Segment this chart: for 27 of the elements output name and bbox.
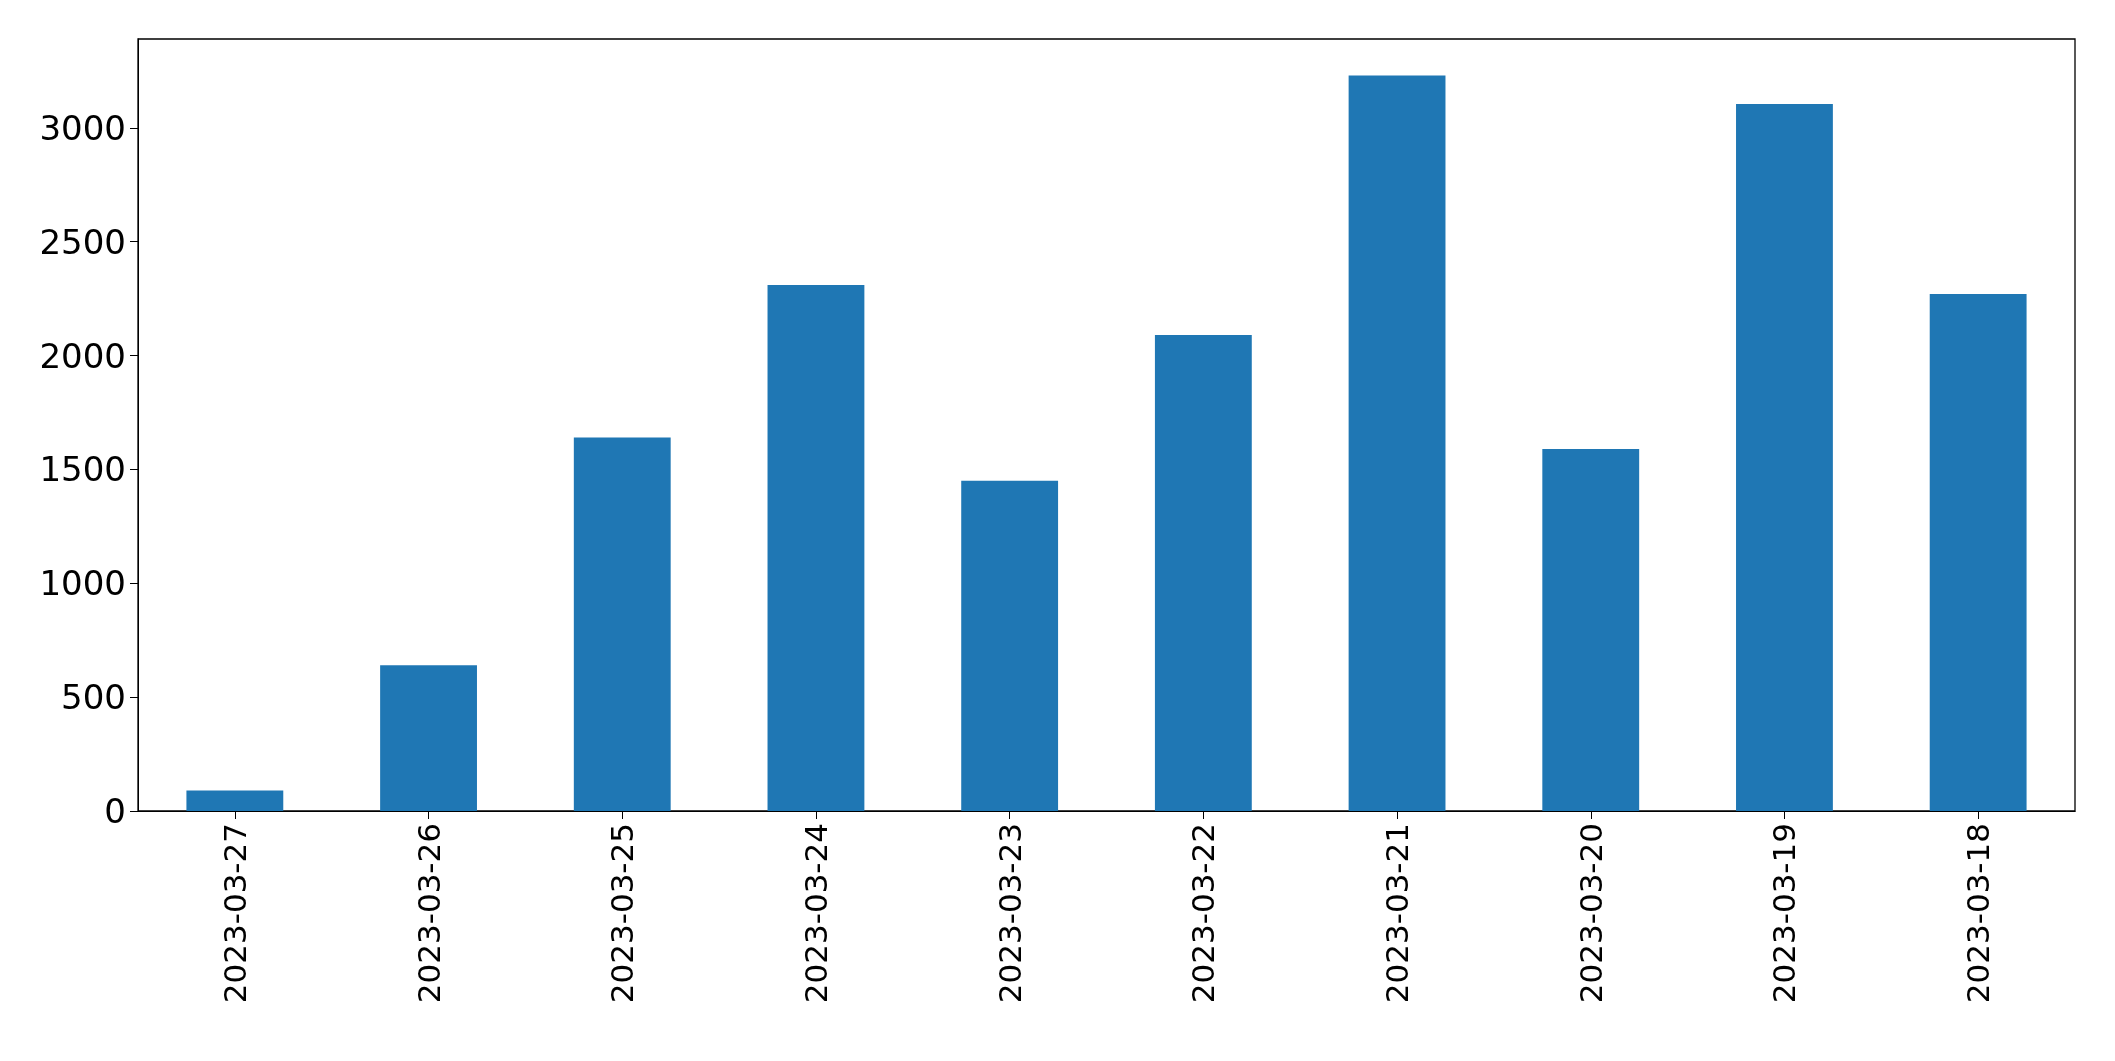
bar bbox=[186, 790, 284, 811]
x-tick-label: 2023-03-19 bbox=[1766, 823, 1803, 1004]
x-tick-label: 2023-03-18 bbox=[1960, 823, 1997, 1004]
x-tick-label: 2023-03-26 bbox=[410, 823, 447, 1004]
bar bbox=[961, 480, 1059, 811]
y-tick-label: 0 bbox=[104, 791, 126, 831]
x-tick-label: 2023-03-22 bbox=[1185, 823, 1222, 1004]
bar bbox=[1736, 103, 1833, 811]
y-tick-label: 1500 bbox=[39, 449, 126, 490]
x-tick-label: 2023-03-25 bbox=[604, 823, 641, 1004]
bar bbox=[1542, 448, 1640, 811]
bar bbox=[1348, 75, 1446, 811]
x-tick-label: 2023-03-23 bbox=[991, 823, 1028, 1004]
y-tick-label: 2000 bbox=[39, 335, 126, 376]
y-tick-label: 500 bbox=[61, 677, 126, 718]
y-tick-label: 3000 bbox=[39, 107, 126, 148]
bar bbox=[573, 437, 671, 811]
y-tick-label: 2500 bbox=[39, 221, 126, 262]
x-tick-label: 2023-03-21 bbox=[1379, 823, 1416, 1004]
y-tick-label: 1000 bbox=[39, 563, 126, 604]
x-tick-label: 2023-03-24 bbox=[797, 823, 834, 1004]
x-tick-label: 2023-03-20 bbox=[1572, 823, 1609, 1004]
bar bbox=[767, 284, 865, 811]
x-tick-label: 2023-03-27 bbox=[216, 823, 253, 1004]
bar bbox=[380, 665, 477, 811]
bar bbox=[1154, 335, 1252, 811]
bar bbox=[1929, 294, 2027, 811]
